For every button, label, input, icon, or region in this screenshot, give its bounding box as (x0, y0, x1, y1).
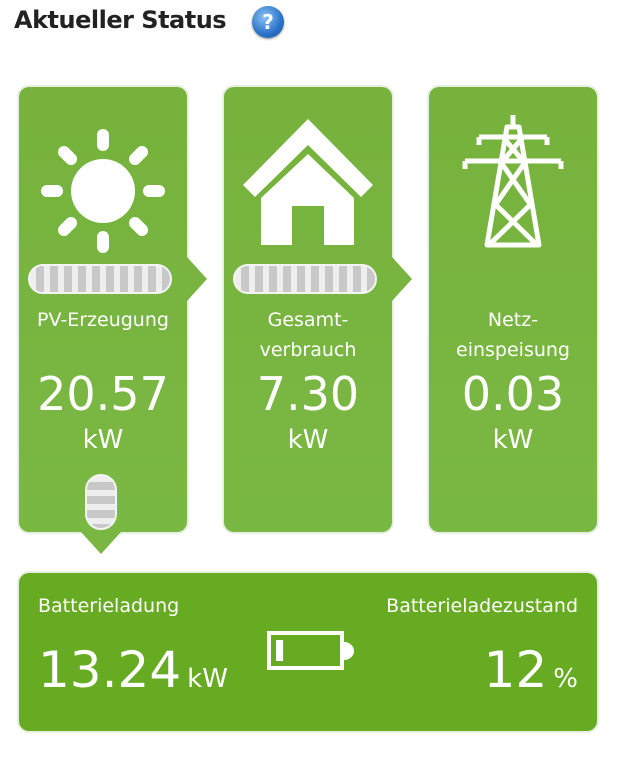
charge-unit: kW (187, 664, 228, 694)
soc-unit: % (553, 664, 578, 694)
consumption-unit: kW (287, 425, 329, 455)
battery-card: Batterieladung 13.24 kW Batterieladezusta… (19, 573, 597, 731)
consumption-to-grid-flow-indicator (233, 264, 377, 294)
arrow-right-icon (187, 257, 207, 301)
battery-icon (267, 631, 354, 670)
house-icon (243, 119, 373, 245)
label-line: verbrauch (259, 339, 357, 361)
charge-number: 13.24 (38, 641, 182, 699)
pv-generation-card: PV-Erzeugung 20.57 kW (19, 87, 207, 554)
battery-soc-value: 12% (484, 641, 578, 699)
grid-feed-in-card: Netz-einspeisung 0.03 kW (429, 87, 597, 532)
pv-to-battery-flow-indicator (85, 474, 117, 530)
arrow-right-icon (392, 257, 412, 301)
label-line: Netz- (487, 309, 539, 331)
total-consumption-card: Gesamt-verbrauch 7.30 kW (224, 87, 412, 532)
battery-charge-value: 13.24 kW (38, 641, 228, 699)
consumption-label: Gesamt-verbrauch (224, 305, 392, 365)
pv-value: 20.57 (37, 367, 169, 421)
grid-unit: kW (492, 425, 534, 455)
grid-value: 0.03 (461, 367, 565, 421)
help-icon[interactable]: ? (252, 6, 284, 38)
pv-label: PV-Erzeugung (37, 309, 169, 331)
consumption-value: 7.30 (256, 367, 360, 421)
battery-level-fill (276, 640, 284, 661)
grid-label: Netz-einspeisung (429, 305, 597, 365)
power-pylon-icon (462, 115, 564, 248)
page-title: Aktueller Status (14, 6, 227, 34)
battery-soc-label: Batterieladezustand (386, 595, 578, 617)
sun-icon (41, 129, 165, 253)
battery-charge-label: Batterieladung (38, 595, 180, 617)
pv-to-consumption-flow-indicator (28, 264, 172, 294)
label-line: Gesamt- (267, 309, 349, 331)
soc-number: 12 (483, 641, 548, 699)
arrow-down-icon (81, 532, 121, 554)
pv-unit: kW (82, 425, 124, 455)
label-line: einspeisung (456, 339, 570, 361)
